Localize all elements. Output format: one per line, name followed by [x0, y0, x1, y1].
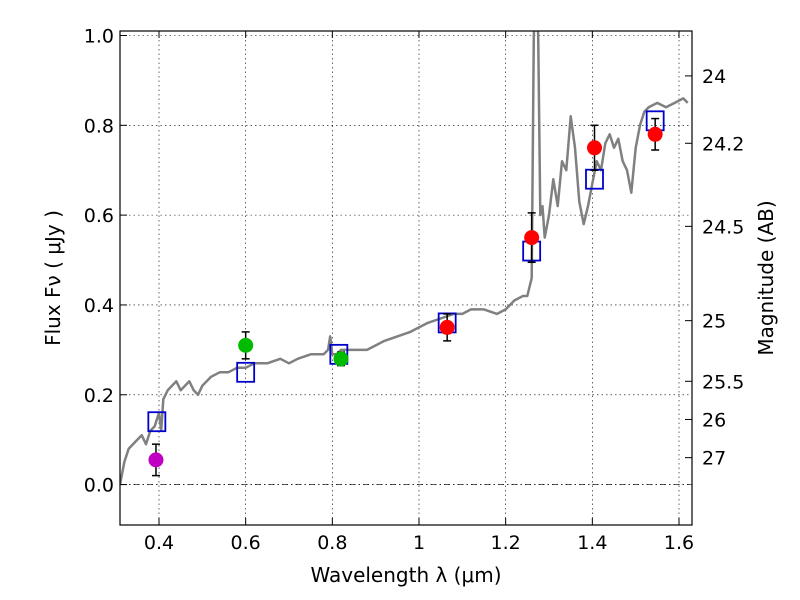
- right-tick-label: 26: [702, 409, 726, 431]
- right-tick-label: 24.5: [702, 216, 744, 238]
- axis-ticks: 0.4 0.6 0.8 1 1.2 1.4 1.6 0.0 0.2 0.4 0.6 0.8 1.0 24 2…: [84, 25, 745, 554]
- model-photometry-marker: [236, 361, 256, 383]
- x-tick-label: 1.4: [577, 532, 607, 554]
- right-tick-label: 25.5: [702, 371, 744, 393]
- observed-point: [587, 140, 602, 156]
- observed-point: [647, 126, 663, 142]
- observed-point: [238, 337, 254, 353]
- x-tick-label: 1.2: [491, 532, 521, 554]
- right-tick-label: 24.2: [702, 133, 744, 155]
- x-tick-label: 1: [413, 532, 425, 554]
- y-tick-label: 1.0: [84, 25, 114, 47]
- plot-area: [120, 31, 689, 485]
- y-tick-label: 0.8: [84, 115, 114, 137]
- x-tick-label: 0.4: [144, 532, 174, 554]
- right-tick-label: 25: [702, 311, 726, 333]
- y-tick-label: 0.6: [84, 205, 114, 227]
- y-tick-label: 0.2: [84, 385, 114, 407]
- grid: [120, 31, 692, 525]
- observed-point: [524, 230, 540, 246]
- y-tick-label: 0.0: [84, 475, 114, 497]
- observed-point: [148, 452, 164, 468]
- right-axis-label: Magnitude (AB): [754, 200, 778, 355]
- x-tick-label: 0.8: [317, 532, 347, 554]
- y-tick-label: 0.4: [84, 295, 114, 317]
- observed-point: [333, 351, 349, 367]
- y-axis-label: Flux Fν ( μJy ): [41, 210, 65, 346]
- plot-frame: [119, 30, 693, 526]
- observed-point: [439, 319, 455, 335]
- model-spectrum-line: [120, 31, 689, 485]
- x-tick-label: 0.6: [231, 532, 261, 554]
- right-tick-label: 24: [702, 66, 726, 88]
- model-photometry-marker: [147, 411, 167, 433]
- x-axis-label: Wavelength λ (μm): [310, 563, 501, 587]
- right-tick-label: 27: [702, 448, 726, 470]
- x-tick-label: 1.6: [664, 532, 694, 554]
